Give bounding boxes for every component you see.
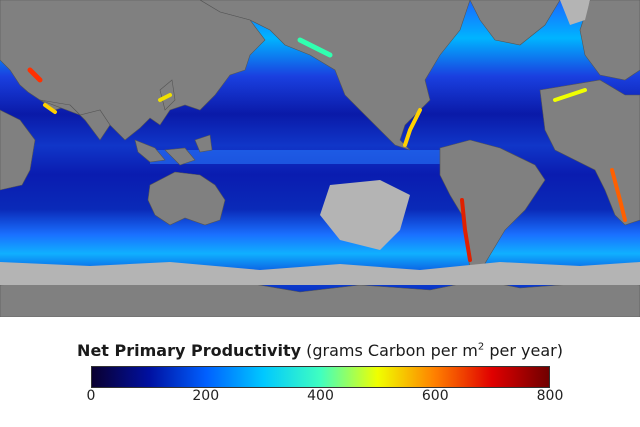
legend-tick-label: 800 bbox=[536, 388, 564, 404]
land-australia bbox=[147, 171, 226, 226]
land-greenland bbox=[469, 0, 561, 46]
legend-title-superscript: 2 bbox=[477, 341, 485, 353]
legend-tick-label: 200 bbox=[192, 388, 220, 404]
equatorial-band bbox=[150, 150, 480, 164]
legend-colorbar bbox=[91, 366, 550, 388]
legend-title-units-end: per year) bbox=[484, 341, 563, 360]
no-data-arctic bbox=[560, 0, 590, 25]
legend-title: Net Primary Productivity (grams Carbon p… bbox=[0, 341, 640, 360]
productivity-world-map bbox=[0, 0, 640, 317]
legend-tick-label: 400 bbox=[307, 388, 334, 404]
no-data-south-pacific bbox=[320, 180, 410, 250]
legend-tick-label: 600 bbox=[421, 388, 449, 404]
legend-title-units: (grams Carbon per m bbox=[306, 341, 478, 360]
land-maritime-asia bbox=[134, 134, 213, 166]
coastal-upwelling-highlights bbox=[27, 37, 627, 262]
legend-title-main: Net Primary Productivity bbox=[77, 341, 302, 360]
land-south-asia bbox=[39, 99, 111, 141]
land-eurasia bbox=[0, 0, 640, 141]
legend-tick-label: 0 bbox=[86, 388, 96, 404]
no-data-southern-ocean bbox=[0, 262, 640, 285]
land-north-america bbox=[199, 0, 471, 151]
